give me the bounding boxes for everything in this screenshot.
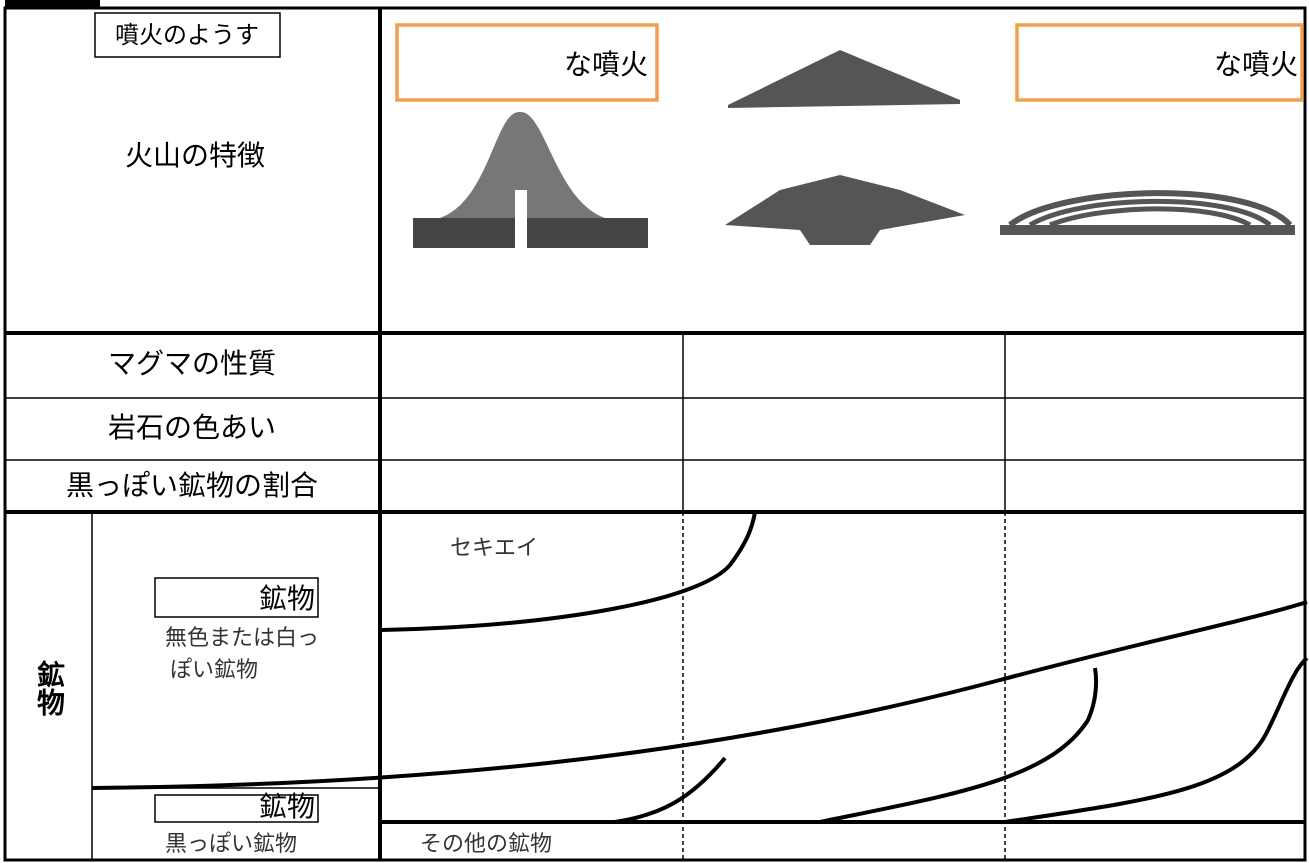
light-mineral-desc: ぽい鉱物 <box>170 657 258 682</box>
answer-box <box>395 23 659 102</box>
feature-label: 火山の特徴 <box>125 139 265 172</box>
quartz-label: セキエイ <box>450 535 538 560</box>
eruption-type: な噴火 <box>1214 48 1298 81</box>
other-mineral: その他の鉱物 <box>420 831 552 856</box>
label-box <box>154 794 319 823</box>
mineral-curve <box>91 600 1308 790</box>
mineral-curve <box>819 667 1099 824</box>
eruption-type: な噴火 <box>564 48 648 81</box>
dome-volcano <box>413 111 648 248</box>
light-mineral-desc: 無色または白っ <box>165 625 319 650</box>
mineral-curve <box>1004 656 1309 824</box>
cut-label <box>5 0 100 8</box>
label-box <box>94 12 281 58</box>
side-label: 鉱物 <box>33 659 66 716</box>
row-label: 岩石の色あい <box>108 411 276 444</box>
label-box <box>154 577 319 618</box>
shield-volcano <box>1000 190 1295 235</box>
answer-box <box>1015 23 1304 102</box>
row-label: マグマの性質 <box>108 347 276 380</box>
mineral-curve <box>614 756 727 824</box>
frame <box>3 6 1307 862</box>
mineral-curve <box>381 511 757 632</box>
dark-mineral-desc: 黒っぽい鉱物 <box>165 831 297 856</box>
row-label: 黒っぽい鉱物の割合 <box>66 469 318 502</box>
dark-mineral-box: 鉱物 <box>259 790 315 823</box>
eruption-label: 噴火のようす <box>115 21 259 49</box>
strato-volcano <box>725 50 965 245</box>
light-mineral-box: 鉱物 <box>259 582 315 615</box>
